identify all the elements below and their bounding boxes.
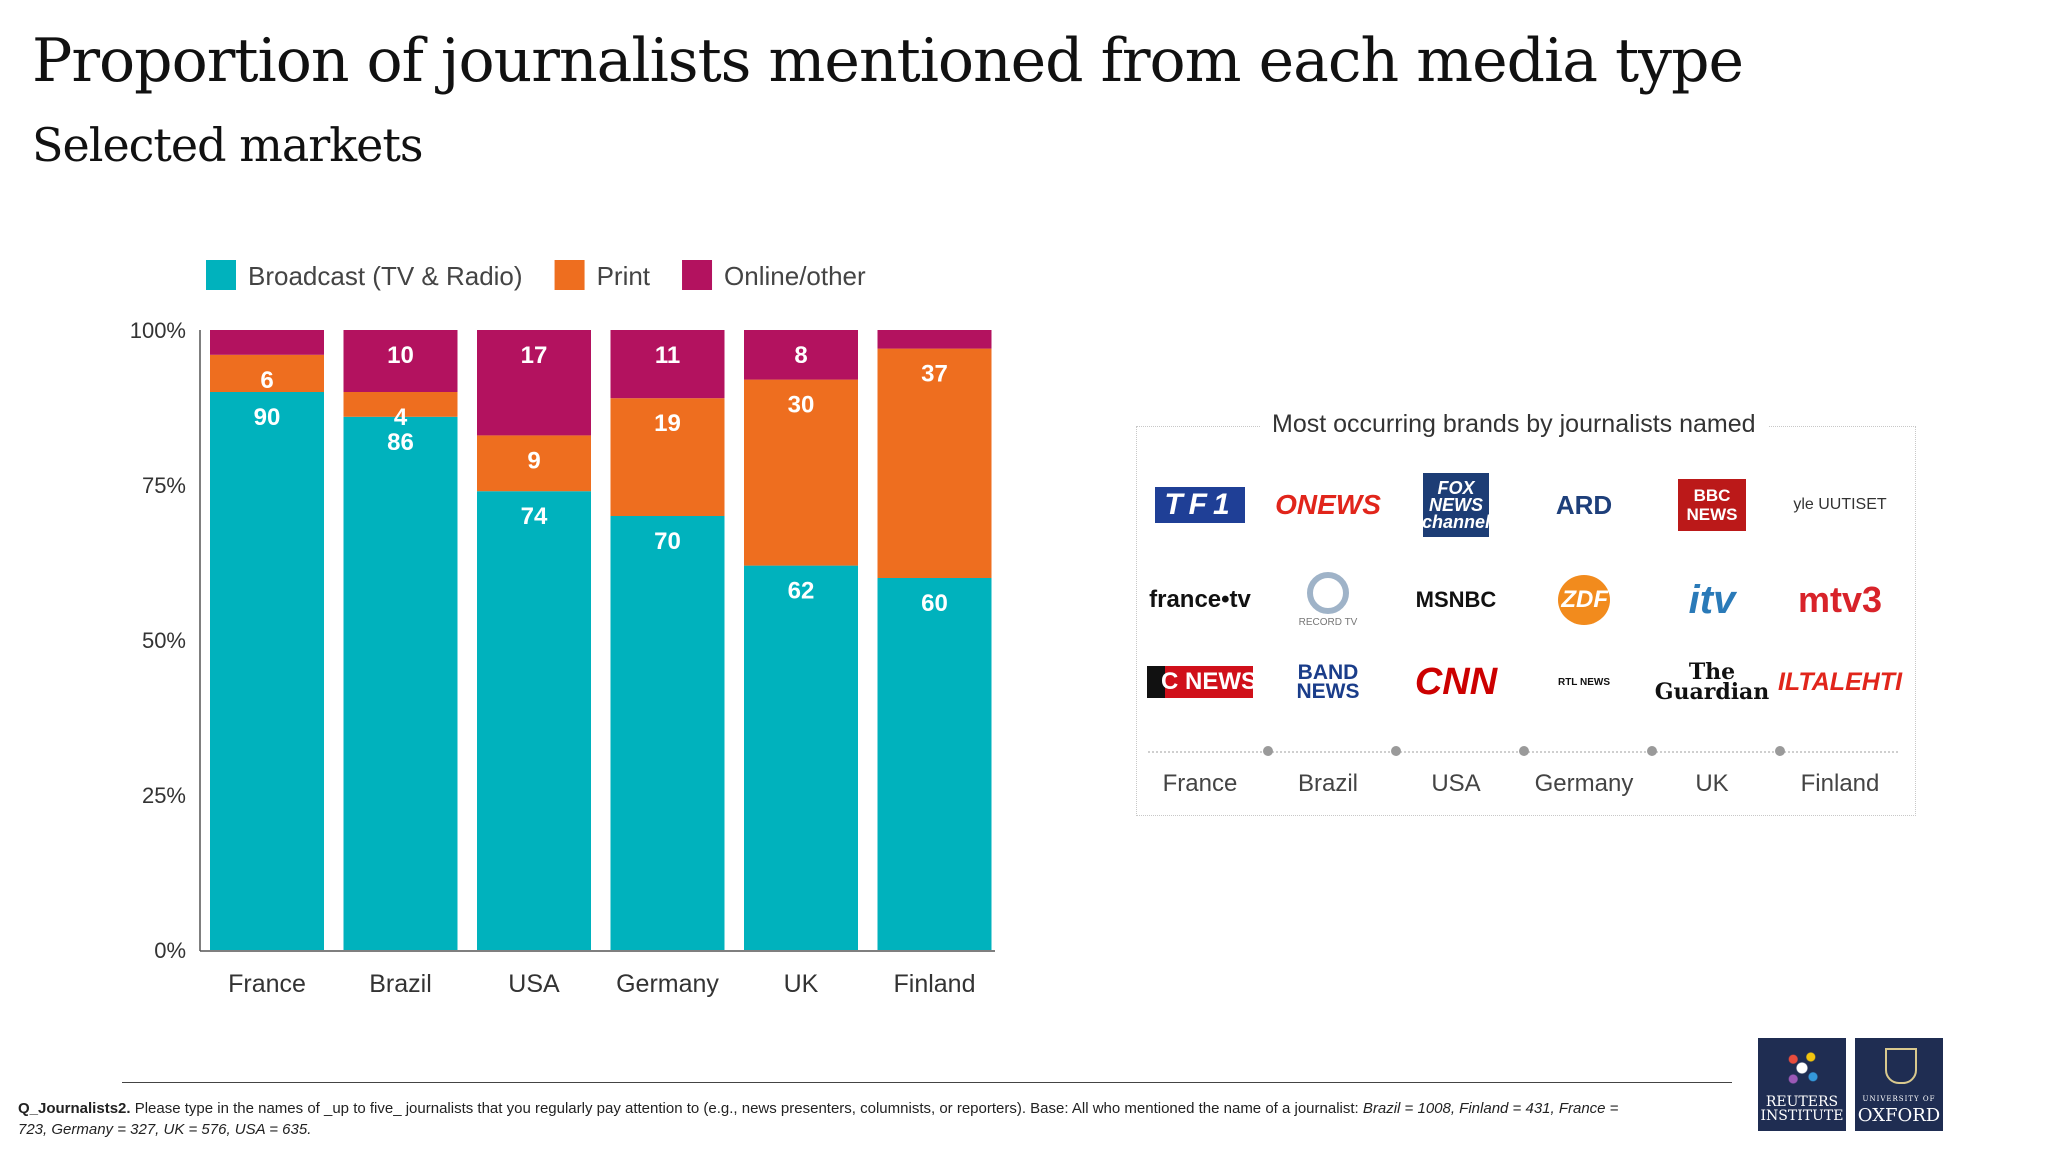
bar-data-label: 19 bbox=[654, 410, 681, 437]
bar-segment bbox=[210, 392, 324, 950]
market-separator-dot bbox=[1775, 746, 1785, 756]
x-tick-label: USA bbox=[508, 970, 560, 998]
bar-data-label: 74 bbox=[521, 503, 548, 530]
bar-data-label: 11 bbox=[655, 342, 680, 369]
reuters-dots-icon bbox=[1780, 1046, 1824, 1090]
x-tick-label: Brazil bbox=[369, 970, 432, 998]
bar-data-label: 10 bbox=[387, 342, 414, 369]
brand-mtv3-logo: mtv3 bbox=[1797, 579, 1883, 620]
brands-market-label: Finland bbox=[1800, 770, 1880, 797]
brand-iltalehti-logo: ILTALEHTI bbox=[1777, 667, 1903, 696]
brands-panel-title: Most occurring brands by journalists nam… bbox=[1260, 410, 1768, 439]
brand-yle-uutiset-logo: yle UUTISET bbox=[1793, 496, 1887, 513]
brands-market-label: France bbox=[1162, 770, 1238, 797]
brands-market-label: Germany bbox=[1534, 770, 1634, 797]
bar-segment bbox=[744, 330, 858, 380]
stacked-bar-chart: Broadcast (TV & Radio) Print Online/other 0… bbox=[130, 260, 995, 998]
bar-data-label: 37 bbox=[921, 361, 948, 388]
y-tick-label: 50% bbox=[142, 628, 186, 653]
oxford-university-logo: UNIVERSITY OF OXFORD bbox=[1855, 1038, 1943, 1131]
x-tick-label: UK bbox=[784, 970, 819, 998]
footnote: Q_Journalists2. Please type in the names… bbox=[18, 1098, 1638, 1140]
brand-fox-news-logo: FOX NEWS channel bbox=[1396, 470, 1516, 540]
bar-segment bbox=[343, 392, 458, 417]
brands-market-label: USA bbox=[1431, 770, 1481, 797]
bar-data-label: 8 bbox=[794, 342, 807, 369]
brand-bbc-news-logo: BBC NEWS bbox=[1652, 470, 1772, 540]
brand-ard-logo: ARD bbox=[1555, 489, 1613, 520]
legend-swatch bbox=[682, 260, 713, 290]
bar-segment bbox=[210, 354, 324, 392]
brand-band-news-logo: BAND NEWS bbox=[1296, 661, 1360, 703]
brand-zdf-logo: ZDF bbox=[1524, 565, 1644, 635]
legend-label: Broadcast (TV & Radio) bbox=[248, 261, 523, 291]
bar-segment bbox=[343, 416, 458, 950]
bar-segment bbox=[610, 330, 725, 399]
legend-label: Print bbox=[597, 261, 651, 291]
y-tick-label: 75% bbox=[142, 473, 186, 498]
bar-segment bbox=[477, 330, 591, 436]
y-tick-label: 25% bbox=[142, 783, 186, 808]
x-tick-label: Finland bbox=[894, 970, 976, 998]
market-separator-dot bbox=[1263, 746, 1273, 756]
footer-divider bbox=[122, 1082, 1732, 1083]
bar-segment bbox=[744, 379, 858, 566]
page-subtitle: Selected markets bbox=[32, 118, 423, 172]
brand-itv-logo: itv bbox=[1688, 577, 1736, 622]
market-separator-dot bbox=[1519, 746, 1529, 756]
footnote-text: Please type in the names of _up to five_… bbox=[130, 1100, 1363, 1117]
y-tick-label: 0% bbox=[154, 938, 186, 963]
record-ring-icon bbox=[1307, 572, 1349, 614]
market-separator-dot bbox=[1391, 746, 1401, 756]
brand-onews-logo: ONEWS bbox=[1275, 489, 1381, 520]
bar-segment bbox=[877, 330, 992, 349]
bar-data-label: 60 bbox=[921, 590, 948, 617]
bar-data-label: 17 bbox=[521, 342, 548, 369]
footnote-bases: Brazil = 1008, Finland = 431, France = 7… bbox=[18, 1100, 1619, 1138]
x-tick-label: France bbox=[228, 970, 306, 998]
bar-data-label: 86 bbox=[387, 429, 414, 456]
brand-record-tv-logo: RECORD TV bbox=[1268, 565, 1388, 635]
bar-data-label: 4 bbox=[394, 404, 408, 431]
brand-msnbc-logo: MSNBC bbox=[1415, 587, 1497, 612]
bar-segment bbox=[477, 491, 591, 950]
brand-the-guardian-logo: The Guardian bbox=[1654, 659, 1770, 705]
bar-segment bbox=[877, 348, 992, 578]
bar-data-label: 30 bbox=[788, 392, 815, 419]
bar-data-label: 70 bbox=[654, 528, 681, 555]
brand-france-tv-logo: france•tv bbox=[1149, 586, 1251, 613]
legend-swatch bbox=[206, 260, 236, 290]
oxford-crest-icon bbox=[1885, 1048, 1917, 1084]
bar-data-label: 9 bbox=[527, 447, 540, 474]
bar-segment bbox=[343, 330, 458, 392]
bar-segment bbox=[477, 435, 591, 492]
bar-segment bbox=[610, 398, 725, 516]
bar-segment bbox=[877, 578, 992, 950]
market-separator-dot bbox=[1647, 746, 1657, 756]
x-tick-label: Germany bbox=[616, 970, 719, 998]
bar-segment bbox=[610, 516, 725, 950]
brand-rtl-news-logo: RTL NEWS bbox=[1557, 676, 1611, 688]
legend-swatch bbox=[554, 260, 585, 290]
brand-cnn-logo: CNN bbox=[1414, 660, 1498, 703]
page-title: Proportion of journalists mentioned from… bbox=[32, 26, 1744, 96]
brand-tf1-logo: TF1 bbox=[1140, 470, 1260, 540]
brands-market-label: Brazil bbox=[1297, 770, 1358, 797]
footnote-question-id: Q_Journalists2. bbox=[18, 1100, 131, 1117]
bar-segment bbox=[744, 565, 858, 950]
brand-cnews-logo: C NEWS bbox=[1140, 647, 1260, 717]
bar-segment bbox=[210, 330, 324, 355]
reuters-institute-logo: REUTERS INSTITUTE bbox=[1758, 1038, 1846, 1131]
bar-data-label: 62 bbox=[788, 578, 815, 605]
legend-label: Online/other bbox=[724, 261, 866, 291]
brands-market-label: UK bbox=[1695, 770, 1729, 797]
y-tick-label: 100% bbox=[130, 318, 186, 343]
bar-data-label: 6 bbox=[260, 367, 273, 394]
bar-data-label: 90 bbox=[254, 404, 281, 431]
